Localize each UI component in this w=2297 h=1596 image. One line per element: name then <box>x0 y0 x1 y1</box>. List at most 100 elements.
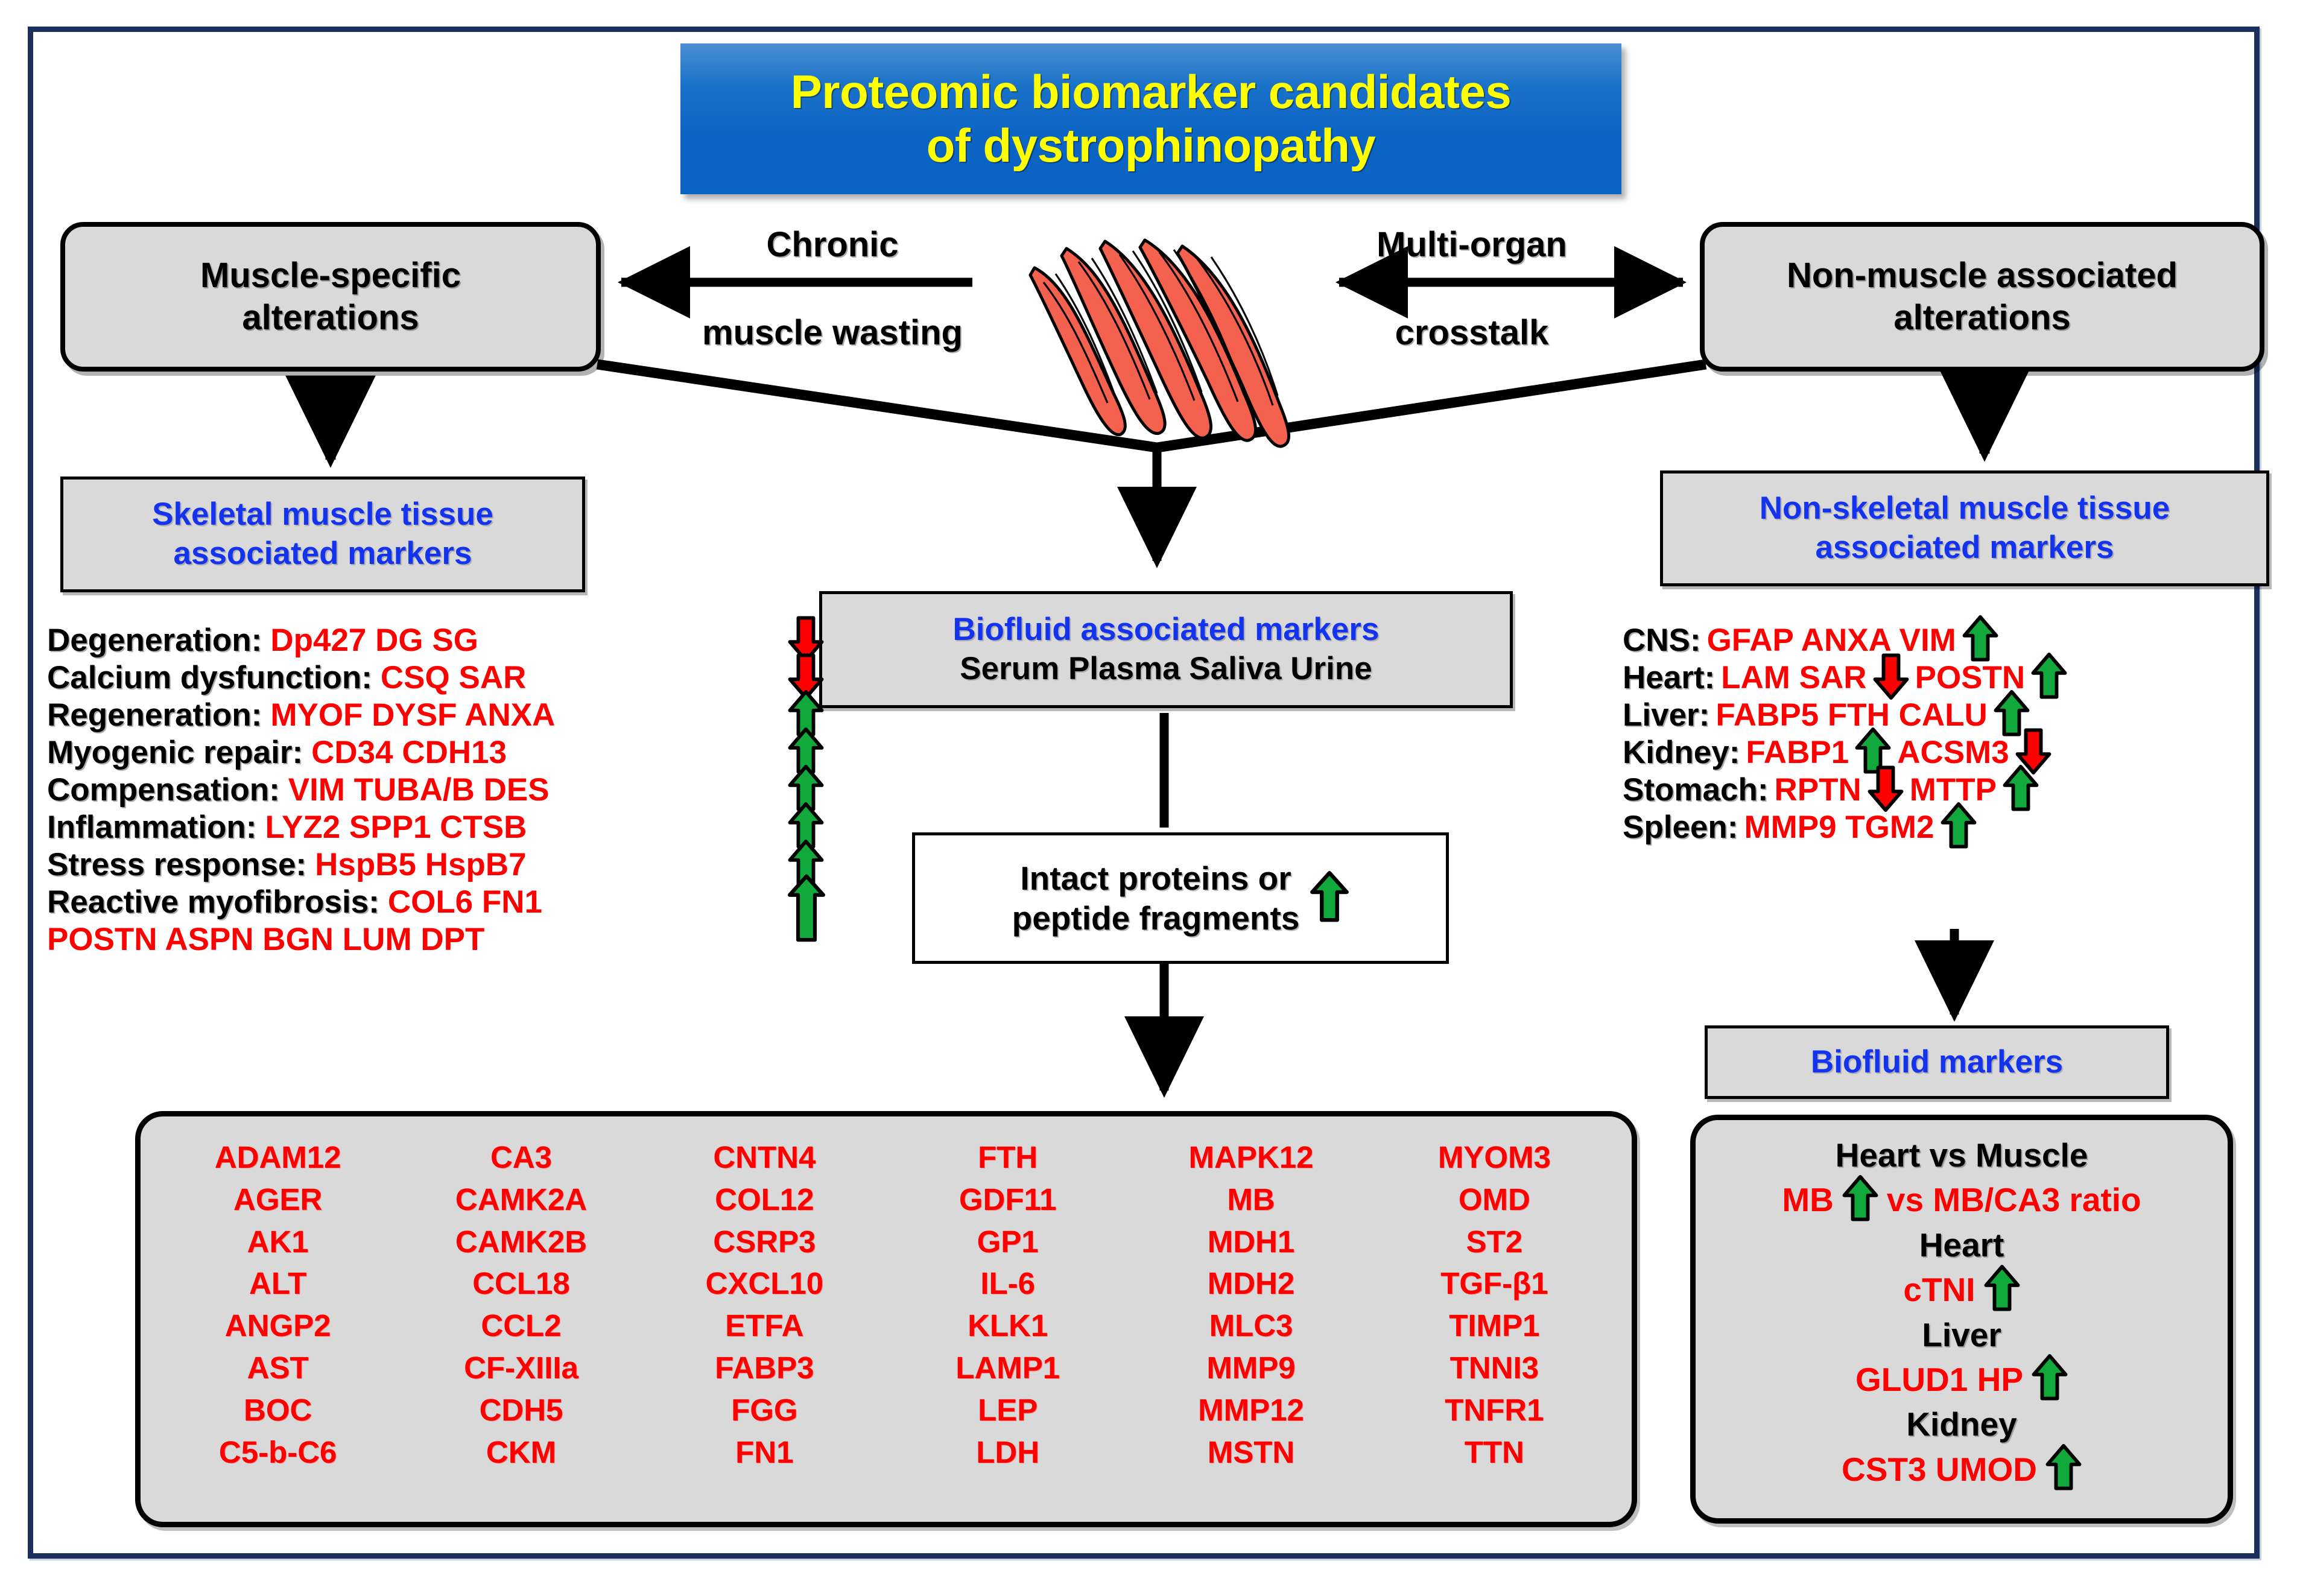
non-skeletal-header-line-1: Non-skeletal muscle tissue <box>1759 490 2170 527</box>
biofluid-box-row: cTNI <box>1903 1264 2020 1316</box>
gene-name: CXCL10 <box>705 1266 824 1301</box>
skeletal-marker-row: Calcium dysfunction: CSQ SAR <box>47 653 843 700</box>
muscle-specific-alterations-box: Muscle-specific alterations <box>60 222 601 372</box>
arrow-down-icon <box>788 653 824 703</box>
multi-organ-line-2: crosstalk <box>1395 313 1549 353</box>
gene-name: CA3 <box>490 1140 552 1174</box>
gene-name: MMP12 <box>1198 1392 1304 1427</box>
gene-name: CSRP3 <box>713 1224 816 1259</box>
biofluid-box-row: MB vs MB/CA3 ratio <box>1782 1174 2141 1226</box>
biofluid-organ-label: Heart vs Muscle <box>1835 1136 2088 1174</box>
arrow-up-icon <box>1941 802 1977 852</box>
gene-name: CAMK2A <box>455 1182 588 1217</box>
non-skeletal-marker-category: Kidney: <box>1623 734 1740 770</box>
biofluid-gene-panel: ADAM12 AGER AK1 ALT ANGP2 AST BOC C5-b-C6 CA3 CAM… <box>135 1111 1637 1527</box>
gene-name: BOC <box>243 1392 312 1427</box>
arrow-up-icon <box>1994 689 2030 740</box>
non-skeletal-marker-row: Liver: FABP5 FTH CALU <box>1623 689 2274 736</box>
skeletal-marker-row: Regeneration: MYOF DYSF ANXA <box>47 689 843 736</box>
muscle-specific-line-1: Muscle-specific <box>200 256 461 296</box>
biofluid-box-row: Liver <box>1922 1316 2001 1355</box>
non-skeletal-marker-genes: POSTN <box>1915 659 2026 695</box>
gene-panel-column: ADAM12 AGER AK1 ALT ANGP2 AST BOC C5-b-C6 <box>156 1137 399 1473</box>
muscle-specific-line-2: alterations <box>242 298 419 337</box>
biofluid-markers-header-box: Biofluid markers <box>1705 1025 2169 1099</box>
gene-name: OMD <box>1458 1182 1530 1217</box>
skeletal-marker-category: Inflammation: <box>47 809 257 845</box>
biofluid-gene: CST3 UMOD <box>1842 1450 2037 1488</box>
non-skeletal-marker-row: CNS: GFAP ANXA VIM <box>1623 615 2274 662</box>
skeletal-marker-row: Myogenic repair: CD34 CDH13 <box>47 727 843 774</box>
biofluid-organ-label: Liver <box>1922 1316 2001 1354</box>
gene-name: AGER <box>233 1182 323 1217</box>
biofluid-box-row: CST3 UMOD <box>1842 1444 2082 1495</box>
gene-name: GDF11 <box>958 1182 1057 1217</box>
gene-name: FABP3 <box>715 1351 814 1385</box>
arrow-up-icon <box>1962 615 1998 665</box>
arrow-up-icon <box>1855 727 1891 777</box>
arrow-down-icon <box>1873 653 1909 703</box>
skeletal-marker-category: Degeneration: <box>47 622 262 658</box>
gene-name: CDH5 <box>479 1392 563 1427</box>
skeletal-marker-genes: POSTN ASPN BGN LUM DPT <box>47 921 485 957</box>
skeletal-marker-genes: Dp427 DG SG <box>270 622 478 658</box>
gene-name: MAPK12 <box>1188 1140 1314 1174</box>
gene-name: AST <box>247 1351 309 1385</box>
non-skeletal-marker-category: Stomach: <box>1623 771 1769 808</box>
non-muscle-line-2: alterations <box>1893 298 2071 337</box>
skeletal-marker-row: Inflammation: LYZ2 SPP1 CTSB <box>47 802 843 849</box>
biofluid-gene: GLUD1 HP <box>1855 1360 2024 1398</box>
gene-name: IL-6 <box>980 1266 1035 1301</box>
gene-name: COL12 <box>715 1182 814 1217</box>
non-skeletal-marker-row: Stomach: RPTN MTTP <box>1623 764 2274 812</box>
biofluid-associated-markers-box: Biofluid associated markers Serum Plasma… <box>819 591 1513 708</box>
biofluid-box-row: GLUD1 HP <box>1855 1354 2068 1405</box>
biofluid-markers-header-label: Biofluid markers <box>1810 1043 2064 1080</box>
gene-name: TIMP1 <box>1449 1308 1540 1343</box>
gene-name: MB <box>1227 1182 1275 1217</box>
skeletal-marker-genes: VIM TUBA/B DES <box>288 771 550 808</box>
multi-organ-line-1: Multi-organ <box>1377 225 1567 264</box>
gene-name: TNNI3 <box>1449 1351 1539 1385</box>
gene-name: AK1 <box>247 1224 309 1259</box>
non-skeletal-header-line-2: associated markers <box>1815 530 2114 565</box>
chronic-line-2: muscle wasting <box>702 313 963 353</box>
skeletal-marker-row: Degeneration: Dp427 DG SG <box>47 615 843 662</box>
skeletal-marker-row: Stress response: HspB5 HspB7 <box>47 839 843 886</box>
arrow-up-icon <box>2031 652 2067 703</box>
skeletal-marker-genes: COL6 FN1 <box>387 884 543 920</box>
biofluid-gene: MB <box>1782 1181 1834 1219</box>
biofluid-box-row: Kidney <box>1906 1405 2017 1444</box>
skeletal-marker-genes: HspB5 HspB7 <box>315 846 527 882</box>
gene-name: MYOM3 <box>1437 1140 1551 1174</box>
non-skeletal-marker-row: Heart: LAM SAR POSTN <box>1623 652 2274 700</box>
gene-name: CCL2 <box>481 1308 562 1343</box>
title-line-1: Proteomic biomarker candidates <box>790 65 1512 119</box>
non-skeletal-marker-category: Liver: <box>1623 697 1710 733</box>
gene-name: CNTN4 <box>713 1140 816 1174</box>
gene-panel-column: CNTN4 COL12 CSRP3 CXCL10 ETFA FABP3 FGG FN1 <box>643 1137 886 1473</box>
gene-name: FGG <box>731 1392 798 1427</box>
biofluid-header-line-1: Biofluid associated markers <box>952 612 1380 648</box>
skeletal-marker-genes: MYOF DYSF ANXA <box>270 697 556 733</box>
arrow-up-icon <box>788 873 825 948</box>
skeletal-marker-category: Stress response: <box>47 846 307 882</box>
non-skeletal-markers-header-box: Non-skeletal muscle tissue associated ma… <box>1660 470 2269 586</box>
gene-name: TGF-β1 <box>1440 1266 1548 1301</box>
gene-name: MLC3 <box>1209 1308 1293 1343</box>
gene-name: LDH <box>976 1434 1040 1469</box>
gene-panel-column: MAPK12 MB MDH1 MDH2 MLC3 MMP9 MMP12 MSTN <box>1129 1137 1372 1473</box>
non-skeletal-marker-genes: ACSM3 <box>1897 734 2009 770</box>
gene-name: ETFA <box>725 1308 804 1343</box>
chronic-line-1: Chronic <box>766 225 899 264</box>
non-skeletal-marker-genes: FABP5 FTH CALU <box>1716 697 1988 733</box>
biofluid-gene-suffix: vs MB/CA3 ratio <box>1886 1181 2141 1219</box>
intact-line-2: peptide fragments <box>1012 899 1300 937</box>
biofluid-types-line: Serum Plasma Saliva Urine <box>960 651 1372 686</box>
intact-proteins-box: Intact proteins or peptide fragments <box>912 832 1449 964</box>
gene-name: FTH <box>978 1140 1038 1174</box>
gene-name: MDH1 <box>1207 1224 1295 1259</box>
non-skeletal-marker-genes: MMP9 TGM2 <box>1744 809 1934 845</box>
skeletal-marker-category: Myogenic repair: <box>47 734 303 770</box>
chronic-muscle-wasting-label: Chronic muscle wasting <box>670 224 995 354</box>
